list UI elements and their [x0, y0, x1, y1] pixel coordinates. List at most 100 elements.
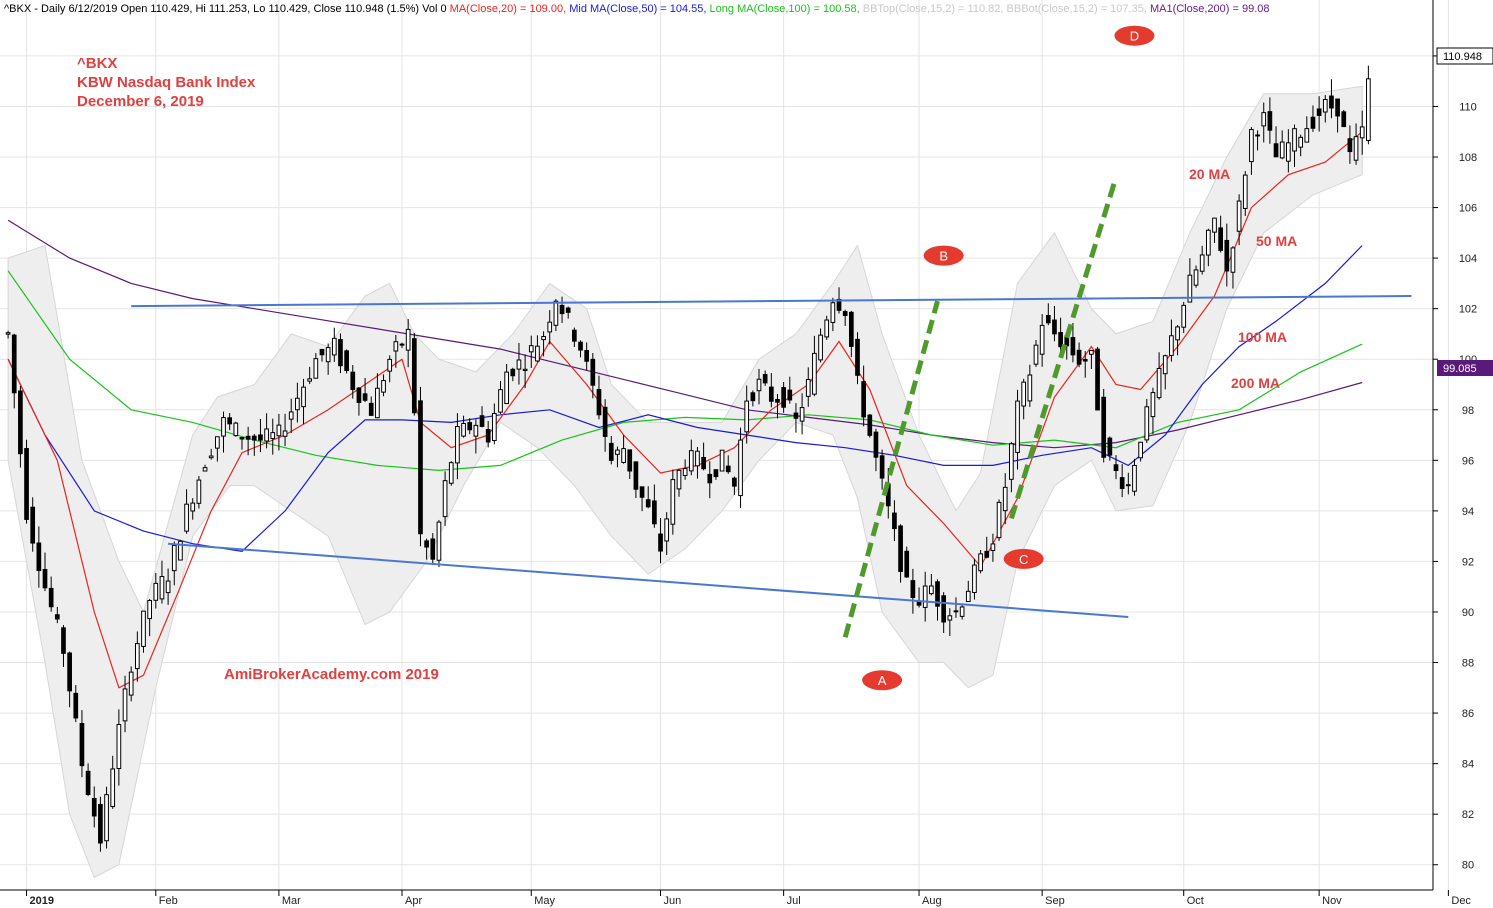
trend-line — [168, 542, 1129, 619]
header-segment: ^BKX - Daily 6/12/2019 Open 110.429, Hi … — [4, 3, 450, 15]
candle-body — [295, 397, 300, 411]
y-tick-label: 80 — [1462, 860, 1474, 872]
candle-body — [1316, 108, 1322, 116]
x-tick-label: Nov — [1322, 895, 1342, 907]
candle-body — [153, 582, 159, 601]
candle-body — [171, 545, 177, 572]
candle-body — [1273, 143, 1279, 158]
candle-body — [1169, 335, 1174, 356]
candle-body — [1095, 348, 1100, 411]
bollinger-bands — [7, 85, 1363, 879]
candle-body — [1156, 367, 1162, 399]
candle-body — [215, 436, 220, 449]
x-tick-label: Jul — [787, 895, 801, 907]
candle-body — [116, 724, 122, 769]
y-tick-label: 108 — [1459, 152, 1477, 164]
candle-body — [621, 448, 626, 463]
candle-body — [1175, 326, 1180, 341]
ma20-label: 20 MA — [1189, 166, 1230, 182]
candle-body — [251, 435, 257, 441]
x-tick-label: Apr — [405, 895, 422, 907]
candle-body — [1298, 136, 1304, 148]
chart-date: December 6, 2019 — [77, 93, 204, 110]
candle-body — [245, 435, 251, 440]
candle-body — [325, 347, 331, 363]
candle-body — [184, 503, 189, 532]
candle-body — [1070, 337, 1076, 356]
y-tick-label: 102 — [1459, 304, 1477, 316]
candle-body — [725, 465, 731, 473]
y-tick-label: 82 — [1462, 809, 1474, 821]
chart-symbol: ^BKX — [77, 55, 117, 72]
candle-body — [1181, 304, 1187, 328]
candle-body — [202, 467, 208, 472]
candle-body — [565, 307, 571, 313]
candle-body — [276, 424, 282, 437]
candle-body — [848, 311, 854, 347]
candle-body — [578, 341, 583, 351]
candle-body — [1249, 129, 1254, 163]
candle-body — [547, 321, 553, 333]
candle-body — [522, 368, 528, 371]
candle-body — [288, 411, 294, 420]
candle-body — [375, 387, 380, 419]
candle-body — [1242, 174, 1248, 209]
candle-body — [658, 533, 663, 552]
candle-body — [430, 538, 436, 560]
candle-body — [818, 334, 823, 361]
candle-body — [356, 387, 362, 403]
candle-body — [1052, 319, 1057, 335]
candle-body — [836, 298, 842, 311]
candle-body — [54, 614, 60, 620]
candle-body — [301, 386, 306, 408]
candle-body — [1119, 477, 1125, 489]
point-label-a: A — [878, 673, 887, 688]
candle-body — [1310, 116, 1316, 129]
candle-body — [1193, 269, 1199, 286]
header-segment: MA(Close,20) = 109.00, — [450, 3, 570, 15]
trend-lines — [131, 176, 1412, 638]
y-tick-label: 88 — [1462, 658, 1474, 670]
candle-body — [713, 469, 719, 478]
candle-body — [861, 381, 866, 418]
candle-body — [762, 374, 768, 384]
y-tick-label: 106 — [1459, 203, 1477, 215]
candle-body — [1366, 78, 1371, 141]
candle-body — [405, 328, 411, 351]
price-candles — [5, 65, 1371, 852]
candle-body — [1292, 128, 1297, 152]
candle-body — [227, 417, 233, 425]
candle-body — [879, 455, 885, 479]
candle-body — [1002, 486, 1008, 512]
x-tick-label: Feb — [159, 895, 178, 907]
candle-body — [750, 392, 756, 402]
candle-body — [528, 345, 534, 353]
candle-body — [411, 338, 417, 414]
candle-body — [479, 415, 485, 427]
candle-body — [165, 580, 171, 594]
candle-body — [1335, 98, 1340, 117]
candle-body — [510, 368, 516, 377]
candle-body — [11, 334, 17, 394]
candle-body — [1255, 134, 1260, 137]
candle-body — [947, 615, 953, 621]
candle-body — [1089, 349, 1094, 355]
ma200-label: 200 MA — [1231, 375, 1280, 391]
watermark: AmiBrokerAcademy.com 2019 — [224, 666, 439, 683]
candle-body — [258, 434, 263, 441]
candle-body — [842, 310, 848, 317]
ma100-label: 100 MA — [1238, 329, 1287, 345]
candle-body — [239, 436, 245, 440]
candle-body — [615, 449, 620, 455]
candle-body — [892, 512, 897, 530]
candle-body — [233, 422, 239, 437]
ma50-label: 50 MA — [1256, 233, 1297, 249]
candle-body — [264, 428, 269, 442]
candle-body — [1058, 332, 1063, 348]
y-tick-label: 98 — [1462, 405, 1474, 417]
candle-body — [824, 319, 830, 338]
candle-body — [904, 550, 910, 578]
candle-body — [270, 432, 276, 439]
candle-body — [768, 386, 774, 402]
